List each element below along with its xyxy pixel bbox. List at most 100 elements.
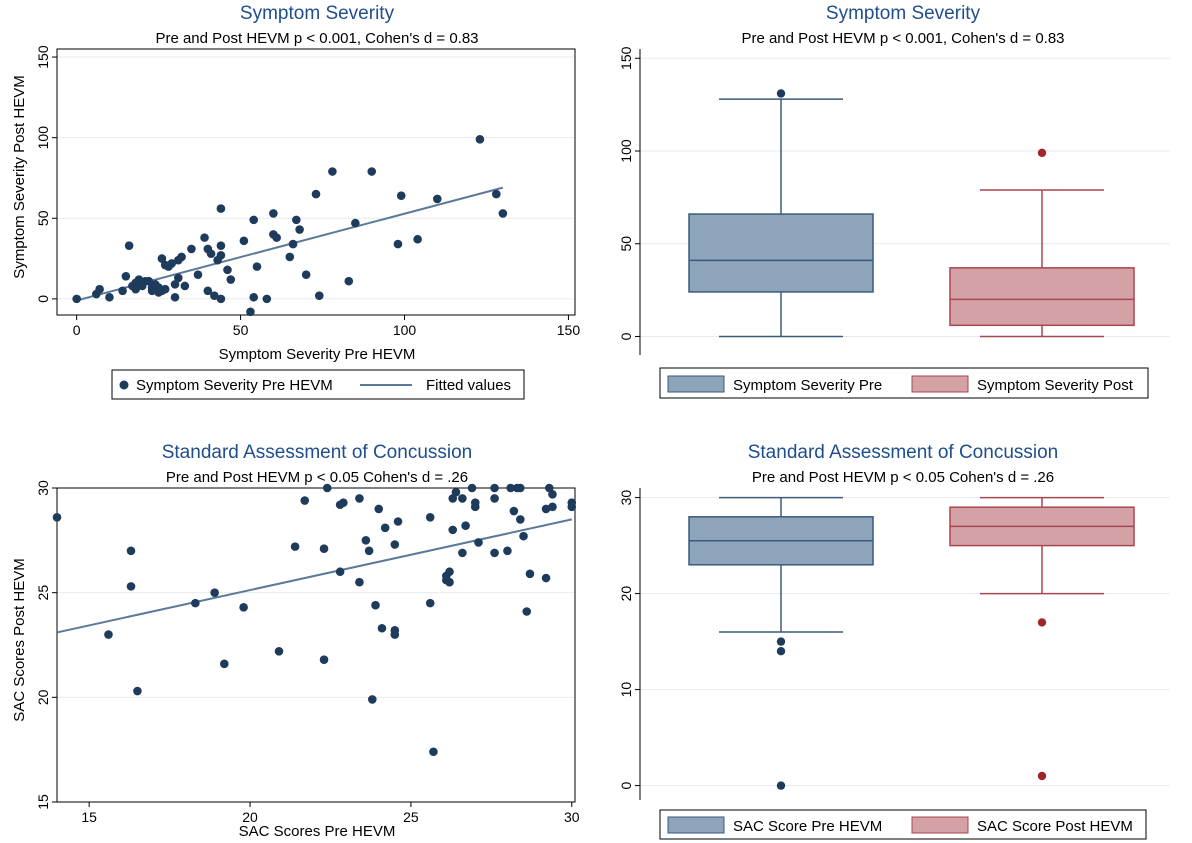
- data-point: [160, 284, 170, 294]
- y-tick-label: 30: [35, 480, 51, 496]
- chart-title: Symptom Severity: [240, 3, 395, 24]
- data-point: [328, 167, 337, 176]
- x-tick-label: 15: [81, 809, 97, 825]
- data-point: [433, 194, 442, 204]
- outlier-point: [1037, 148, 1047, 158]
- data-point: [503, 546, 512, 556]
- legend-swatch-pre: [667, 375, 725, 393]
- data-point: [548, 502, 557, 512]
- chart-title: Standard Assessment of Concussion: [748, 442, 1059, 463]
- x-axis-label: SAC Scores Pre HEVM: [239, 823, 396, 840]
- data-point: [492, 189, 501, 199]
- legend-box: [111, 369, 525, 400]
- x-tick-label: 150: [557, 322, 581, 338]
- data-point: [249, 292, 259, 302]
- data-point: [170, 280, 180, 289]
- y-tick-label: 50: [618, 236, 634, 252]
- y-tick-label: 100: [35, 126, 51, 150]
- data-point: [367, 167, 377, 176]
- box-iqr: [949, 267, 1135, 327]
- legend-swatch-post: [911, 375, 969, 393]
- data-point: [121, 272, 131, 281]
- data-point: [252, 262, 262, 271]
- box-blue: [688, 496, 874, 790]
- x-tick-label: 50: [233, 322, 249, 338]
- data-point: [458, 548, 467, 558]
- box-red: [949, 496, 1135, 781]
- data-point: [425, 598, 435, 608]
- data-point: [239, 236, 249, 246]
- data-point: [223, 265, 232, 275]
- data-point: [133, 686, 142, 696]
- outlier-point: [776, 647, 786, 656]
- data-point: [470, 498, 480, 507]
- data-point: [290, 542, 300, 551]
- data-point: [475, 134, 485, 144]
- data-point: [390, 540, 400, 549]
- data-point: [445, 567, 454, 577]
- data-point: [548, 489, 557, 499]
- data-point: [249, 215, 259, 225]
- data-point: [292, 215, 301, 225]
- data-point: [498, 209, 508, 218]
- fitted-line: [56, 518, 572, 634]
- legend-label-post: SAC Score Post HEVM: [977, 818, 1133, 835]
- data-point: [396, 191, 406, 201]
- data-point: [314, 291, 324, 300]
- data-point: [134, 275, 144, 284]
- chart-title: Symptom Severity: [826, 3, 981, 24]
- data-point: [177, 252, 186, 262]
- data-point: [203, 286, 213, 296]
- data-point: [95, 284, 104, 294]
- data-point: [216, 204, 226, 213]
- data-point: [170, 292, 180, 302]
- plot-frame: [56, 487, 576, 803]
- y-tick-label: 20: [35, 689, 51, 705]
- data-point: [355, 577, 364, 587]
- data-point: [364, 546, 374, 556]
- y-tick-label: 50: [35, 210, 51, 226]
- grid: [57, 56, 575, 300]
- legend-label-post: Symptom Severity Post: [977, 377, 1134, 394]
- data-point: [180, 281, 190, 291]
- x-tick-label: 30: [564, 809, 580, 825]
- legend-box: [659, 367, 1149, 399]
- data-point: [239, 603, 248, 612]
- data-point: [288, 239, 298, 249]
- data-point: [445, 577, 454, 587]
- data-point: [147, 286, 157, 296]
- y-tick-label: 100: [618, 139, 634, 163]
- chart-title: Standard Assessment of Concussion: [162, 442, 473, 463]
- data-point: [226, 275, 236, 284]
- data-point: [126, 582, 136, 591]
- data-point: [220, 659, 229, 669]
- outlier-point: [776, 637, 786, 646]
- box-iqr: [688, 213, 874, 293]
- legend-label-pre: SAC Score Pre HEVM: [733, 818, 882, 835]
- chart-subtitle: Pre and Post HEVM p < 0.001, Cohen's d =…: [155, 30, 478, 47]
- y-axis: 0 50 100 150: [35, 45, 57, 303]
- chart-subtitle: Pre and Post HEVM p < 0.05 Cohen's d = .…: [166, 469, 468, 486]
- data-point: [295, 225, 304, 234]
- y-tick-label: 15: [35, 794, 51, 810]
- y-axis: 0 10 20 30: [618, 490, 640, 789]
- data-point: [371, 600, 380, 610]
- sac-scatter-panel: Standard Assessment of Concussion Pre an…: [11, 442, 580, 840]
- data-point: [311, 189, 321, 199]
- data-point: [516, 483, 525, 493]
- data-point: [390, 630, 400, 639]
- legend-label-points: Symptom Severity Pre HEVM: [136, 377, 333, 394]
- data-point: [262, 294, 272, 304]
- data-point: [216, 294, 226, 304]
- legend: SAC Score Pre HEVM SAC Score Post HEVM: [659, 809, 1147, 840]
- data-point: [157, 254, 167, 263]
- data-point: [490, 548, 499, 558]
- data-point: [393, 517, 403, 526]
- data-point: [335, 567, 345, 577]
- x-tick-label: 25: [403, 809, 419, 825]
- data-point: [131, 284, 140, 294]
- data-point: [272, 233, 281, 242]
- data-point: [377, 623, 387, 633]
- data-point: [274, 646, 284, 656]
